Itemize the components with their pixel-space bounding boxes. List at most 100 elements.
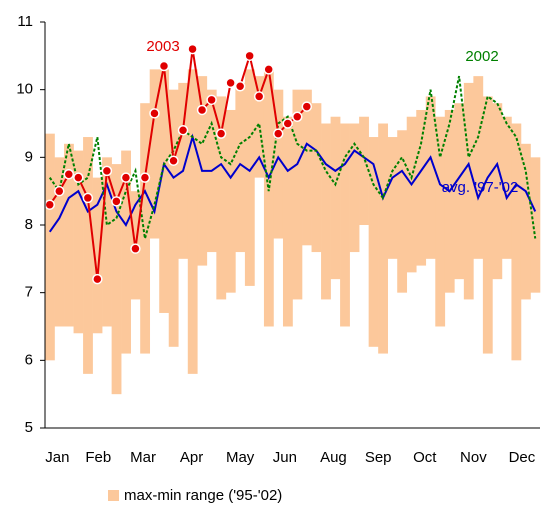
y-tick-label: 6 — [25, 351, 33, 368]
point — [282, 118, 293, 129]
point — [215, 128, 227, 139]
range-bar — [273, 89, 284, 239]
point — [234, 81, 246, 92]
point — [139, 172, 151, 183]
range-bar — [92, 177, 103, 334]
range-bar — [406, 116, 417, 273]
point — [263, 64, 274, 75]
y-tick-label: 10 — [16, 81, 33, 98]
range-bar — [263, 69, 274, 327]
legend-swatch — [108, 490, 119, 501]
range-bar — [244, 69, 255, 286]
range-bar — [387, 137, 398, 259]
range-bar — [501, 116, 512, 259]
point — [272, 128, 284, 139]
range-bar — [349, 123, 360, 253]
point — [225, 77, 236, 89]
range-bar — [311, 103, 322, 253]
point — [130, 243, 141, 254]
x-tick-label: Oct — [413, 449, 437, 466]
series-label: 2002 — [465, 48, 498, 65]
point — [92, 273, 103, 285]
range-bar — [511, 123, 522, 361]
range-bar — [121, 150, 131, 354]
range-bar — [64, 143, 74, 327]
point — [196, 104, 208, 116]
point — [301, 101, 313, 112]
x-tick-label: Dec — [509, 449, 536, 466]
legend-label: max-min range ('95-'02) — [124, 487, 282, 504]
x-tick-label: Sep — [365, 449, 392, 466]
point — [253, 91, 265, 102]
range-bar — [359, 116, 369, 225]
range-bar — [530, 157, 541, 293]
x-tick-label: Jun — [273, 449, 297, 466]
range-bar — [444, 109, 455, 293]
x-tick-label: Aug — [320, 449, 347, 466]
y-tick-label: 11 — [17, 13, 33, 30]
series-line — [48, 48, 308, 280]
point — [54, 185, 65, 197]
range-bar — [321, 123, 331, 300]
point — [187, 43, 198, 55]
range-bar — [520, 143, 531, 300]
series-label: avg. '97-'02 — [442, 179, 519, 196]
range-bar — [368, 137, 379, 347]
range-bar — [473, 76, 484, 259]
range-bar — [54, 157, 65, 327]
range-bar — [83, 137, 93, 374]
range-bar — [140, 103, 151, 354]
range-bar — [454, 103, 465, 280]
x-tick-label: May — [226, 449, 255, 466]
range-bar — [463, 82, 474, 300]
point — [244, 50, 255, 62]
point — [44, 199, 56, 210]
series-label: 2003 — [146, 38, 179, 55]
range-bar — [492, 103, 503, 280]
range-bar — [45, 133, 55, 361]
range-bar — [340, 123, 350, 327]
range-bar — [235, 82, 246, 253]
range-bar — [330, 116, 341, 280]
range-bar — [397, 130, 408, 293]
range-bar — [282, 116, 293, 327]
y-tick-label: 9 — [25, 148, 33, 165]
range-bar — [73, 150, 84, 334]
x-tick-label: Feb — [85, 449, 111, 466]
range-bar — [102, 157, 112, 327]
x-tick-label: Jan — [45, 449, 69, 466]
point — [177, 125, 189, 136]
point — [82, 192, 94, 204]
range-bar — [435, 116, 446, 327]
point — [63, 169, 75, 180]
range-bar — [482, 96, 493, 354]
y-tick-label: 8 — [25, 216, 33, 233]
x-tick-label: Apr — [180, 449, 203, 466]
range-bar — [159, 69, 170, 313]
plot — [44, 43, 541, 395]
point — [120, 172, 132, 183]
point — [206, 94, 217, 106]
point — [111, 196, 122, 207]
range-bar — [292, 89, 303, 300]
y-tick-label: 5 — [25, 419, 33, 436]
series-line — [48, 75, 537, 239]
point — [73, 172, 84, 183]
range-bar — [216, 96, 227, 300]
range-bar — [149, 69, 160, 239]
point — [168, 155, 179, 166]
point — [149, 108, 160, 119]
range-bar — [416, 109, 427, 266]
y-tick-label: 7 — [25, 284, 33, 301]
range-bar — [425, 96, 436, 259]
range-bar — [302, 89, 312, 246]
point — [158, 60, 170, 72]
point — [101, 165, 113, 177]
range-bar — [378, 123, 388, 354]
range-bar — [187, 69, 198, 374]
point — [292, 111, 303, 122]
range-bar — [225, 109, 236, 293]
range-bar — [111, 164, 122, 395]
x-tick-label: Nov — [460, 449, 487, 466]
